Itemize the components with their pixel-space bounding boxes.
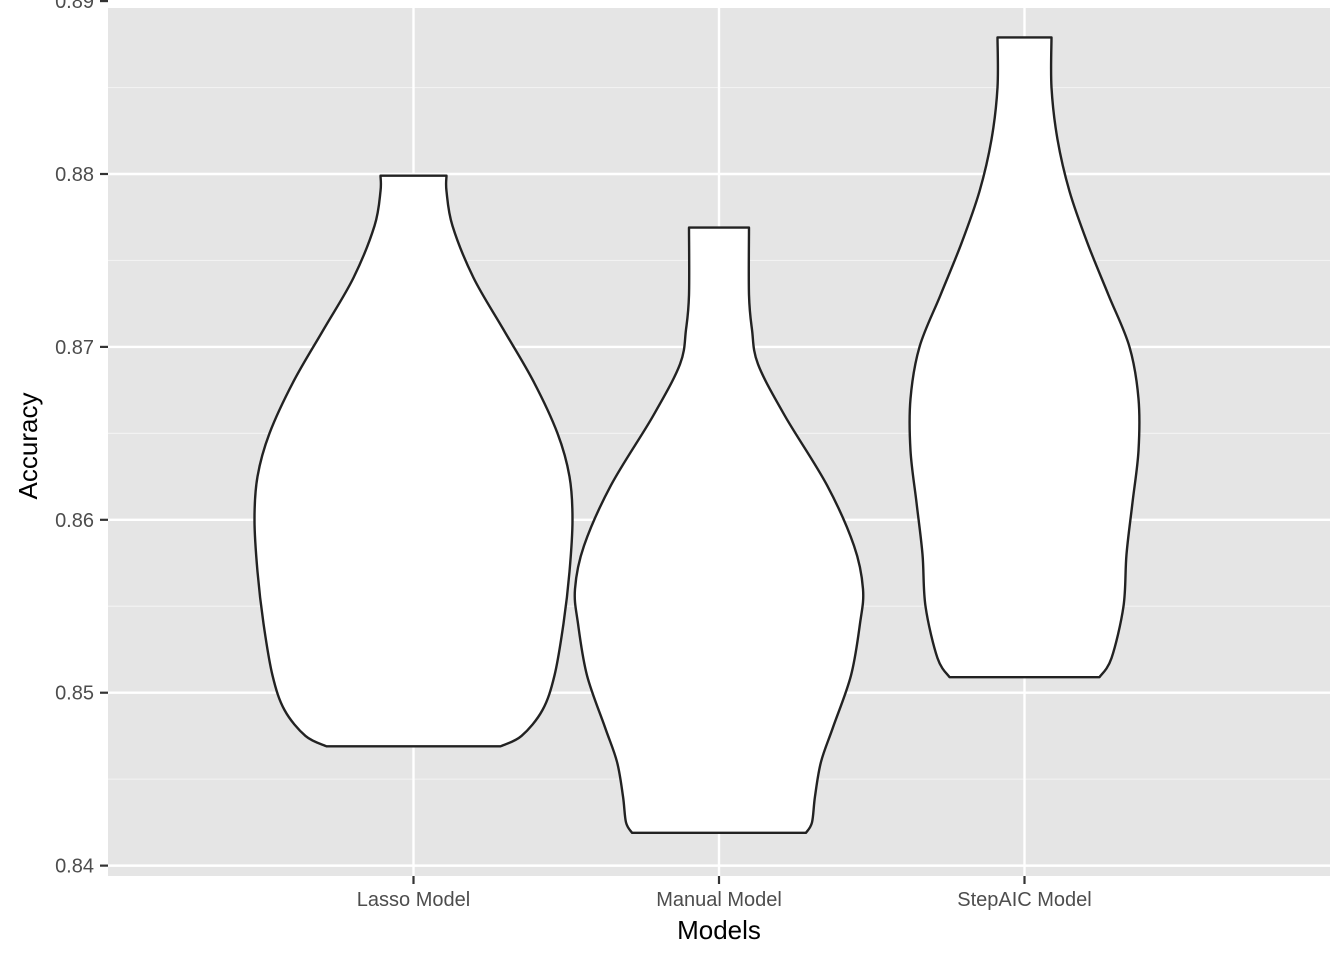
y-tick-label: 0.84 [55,856,94,878]
x-tick-label: StepAIC Model [957,889,1092,911]
y-axis-title: Accuracy [13,393,43,500]
violin-manual-model [573,226,865,834]
x-tick-label: Manual Model [656,889,782,911]
y-tick-label: 0.86 [55,510,94,532]
x-tick-label: Lasso Model [357,889,470,911]
y-axis: 0.84 0.85 0.86 0.87 0.88 0.89 [55,0,108,878]
y-tick-label: 0.87 [55,337,94,359]
x-axis-title: Models [677,915,761,945]
y-tick-label: 0.88 [55,164,94,186]
y-tick-label: 0.89 [55,0,94,13]
violin-lasso-model [253,174,574,748]
violins [253,36,1141,834]
x-axis: Lasso Model Manual Model StepAIC Model [357,876,1092,911]
violin-stepaic-model [908,36,1141,679]
y-tick-label: 0.85 [55,683,94,705]
